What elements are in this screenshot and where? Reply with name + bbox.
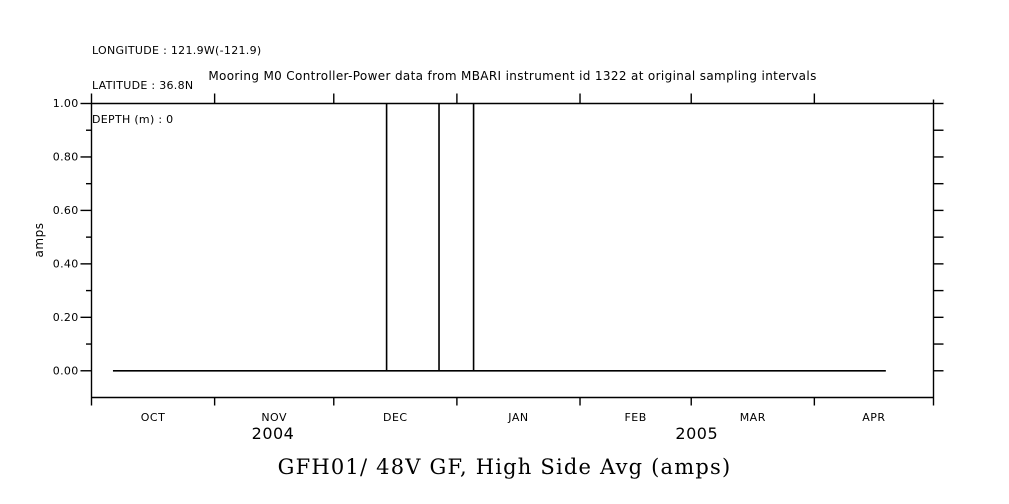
- x-year-label: 2004: [252, 424, 295, 443]
- depth-text: DEPTH (m) : 0: [92, 113, 174, 126]
- y-tick-label: 0.80: [53, 150, 79, 163]
- y-tick-label: 0.60: [53, 204, 79, 217]
- latitude-text: LATITUDE : 36.8N: [92, 78, 194, 92]
- y-tick-label: 1.00: [53, 97, 79, 110]
- series-title: GFH01/ 48V GF, High Side Avg (amps): [277, 455, 732, 479]
- location-header: LONGITUDE : 121.9W(-121.9) LATITUDE : 36…: [92, 22, 262, 149]
- x-tick-label: NOV: [261, 411, 287, 424]
- longitude-text: LONGITUDE : 121.9W(-121.9): [92, 44, 262, 57]
- x-tick-label: MAR: [740, 411, 766, 424]
- x-tick-label: APR: [862, 411, 885, 424]
- y-tick-label: 0.20: [53, 311, 79, 324]
- x-tick-label: OCT: [141, 411, 166, 424]
- data-series-line: [112, 103, 886, 372]
- y-tick-label: 0.00: [53, 364, 79, 377]
- x-year-label: 2005: [675, 424, 718, 443]
- chart-title: Mooring M0 Controller-Power data from MB…: [208, 69, 817, 83]
- y-tick-label: 0.40: [53, 257, 79, 270]
- x-tick-label: JAN: [507, 411, 528, 424]
- x-tick-label: FEB: [624, 411, 646, 424]
- x-tick-label: DEC: [383, 411, 408, 424]
